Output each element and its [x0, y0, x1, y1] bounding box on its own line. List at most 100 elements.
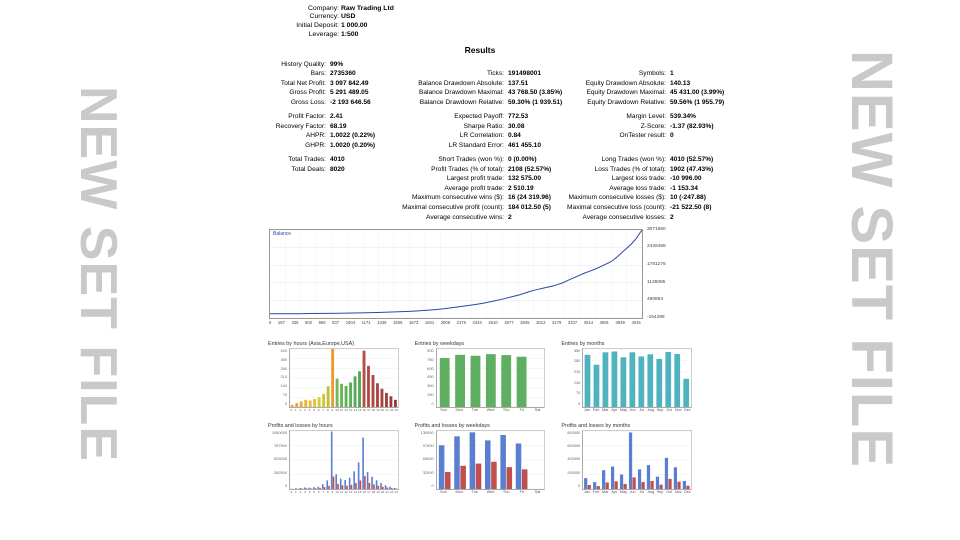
- profit-bar: [438, 445, 445, 489]
- stat-label: Z-Score:: [640, 122, 666, 130]
- stat-value: [506, 59, 564, 69]
- y-tick: 210: [573, 369, 581, 375]
- stat-label: [564, 141, 668, 151]
- stat-label: Profit Trades (% of total):: [431, 165, 504, 173]
- loss-bar: [641, 481, 646, 489]
- bar: [593, 364, 600, 407]
- stat-value: [328, 203, 398, 213]
- x-tick: 3: [304, 407, 306, 412]
- stat-value: 0: [670, 132, 674, 140]
- bar: [367, 365, 370, 407]
- bar: [344, 385, 348, 407]
- chart-entries-by-hours: Entries by hours (Asia,Europe,USA) 420 35…: [268, 341, 399, 412]
- x-tick: 21: [385, 489, 389, 494]
- x-tick: 14: [353, 407, 357, 412]
- bar: [584, 354, 591, 407]
- bar: [371, 374, 375, 407]
- stat-value: 772.53: [508, 113, 529, 121]
- stat-label: LR Standard Error:: [448, 141, 504, 149]
- loss-bar: [364, 475, 366, 489]
- profit-bar: [584, 478, 588, 489]
- x-tick: Oct: [666, 407, 673, 412]
- stat-label: Balance Drawdown Absolute:: [418, 79, 504, 87]
- stat-label: Total Trades:: [288, 156, 326, 164]
- bar: [340, 383, 344, 407]
- x-tick: Jan: [583, 489, 590, 494]
- chart-plot: [582, 347, 692, 408]
- profit-bar: [620, 474, 624, 489]
- chart-title: Entries by weekdays: [414, 340, 465, 347]
- bar: [353, 376, 357, 407]
- y-tick: 140: [573, 379, 581, 385]
- loss-bar: [587, 484, 592, 489]
- x-tick: 22: [389, 407, 394, 412]
- stat-label: Total Net Profit:: [280, 79, 326, 87]
- profit-bar: [308, 487, 311, 489]
- balance-x-tick: 3012: [536, 319, 546, 325]
- y-tick: 262500: [274, 469, 287, 475]
- y-tick: 0: [578, 400, 581, 406]
- y-tick: 300: [427, 383, 434, 389]
- x-tick: 8: [326, 407, 329, 412]
- chart-plot: [289, 429, 399, 490]
- profit-bar: [348, 477, 351, 489]
- account-info: Company: Raw Trading Ltd Currency: USD Initi…: [238, 4, 395, 38]
- balance-x-tick: 1004: [345, 319, 356, 325]
- profit-bar: [317, 486, 320, 489]
- stat-value: 3 097 842.49: [330, 79, 369, 87]
- balance-x-tick: 2008: [440, 319, 451, 325]
- bar: [683, 378, 690, 407]
- stat-label: GHPR:: [305, 141, 326, 149]
- stat-value: 99%: [330, 60, 344, 68]
- stat-label: Average consecutive wins:: [426, 213, 504, 221]
- balance-x-tick: 3514: [583, 319, 594, 325]
- loss-bar: [668, 478, 672, 489]
- balance-line-svg: [270, 229, 642, 318]
- x-tick: 18: [371, 489, 376, 494]
- loss-bar: [368, 482, 371, 489]
- chart-pl-by-weekdays: Profits and losses by weekdays 130000 975…: [415, 423, 546, 494]
- balance-y-axis: 3071660 2426468 1781276 1136085 490893 -15429…: [647, 227, 666, 320]
- stat-label: [564, 59, 668, 69]
- x-tick: Tue: [471, 489, 479, 494]
- stat-value: 68.19: [330, 122, 347, 130]
- x-tick: Mon: [455, 407, 463, 412]
- bar: [385, 392, 388, 407]
- stat-value: 2735360: [330, 70, 356, 78]
- x-tick: Apr: [611, 489, 618, 494]
- stat-label: [250, 212, 328, 222]
- x-tick: Apr: [611, 407, 618, 412]
- stat-value: -1.37 (82.93%): [670, 122, 714, 130]
- profit-bar: [295, 488, 297, 489]
- chart-x-axis: Sun Mon Tue Wed Thu Fri Sat: [436, 490, 546, 494]
- watermark-right: NEW SET FILE: [839, 50, 904, 468]
- x-tick: 11: [339, 489, 344, 494]
- x-tick: 18: [371, 407, 376, 412]
- loss-bar: [346, 485, 348, 489]
- stat-label: Average consecutive losses:: [582, 213, 666, 221]
- loss-bar: [323, 486, 326, 489]
- stat-label: Profit Factor:: [288, 113, 326, 121]
- bar-chart-svg: [436, 348, 545, 407]
- y-tick: 800000: [567, 429, 581, 435]
- profit-bar: [638, 469, 642, 489]
- x-tick: Sep: [656, 489, 664, 494]
- profit-bar: [515, 443, 521, 489]
- bar: [516, 356, 527, 407]
- balance-x-tick: 1171: [361, 319, 371, 325]
- loss-bar: [596, 485, 601, 489]
- x-tick: 21: [385, 407, 389, 412]
- balance-x-tick: 837: [332, 319, 340, 325]
- stat-value: [328, 193, 398, 203]
- account-value: USD: [341, 13, 356, 21]
- stat-label: Average loss trade:: [609, 184, 666, 192]
- stat-label: Sharpe Ratio:: [463, 122, 504, 130]
- loss-bar: [319, 487, 321, 489]
- loss-bar: [623, 483, 628, 489]
- x-tick: 16: [362, 489, 366, 494]
- bar: [295, 403, 299, 407]
- stat-value: 59.56% (1 955.79): [670, 99, 725, 107]
- stat-value: 184 012.50 (5): [508, 203, 551, 211]
- y-tick: 350: [573, 347, 581, 353]
- stat-label: Total Deals:: [291, 165, 326, 173]
